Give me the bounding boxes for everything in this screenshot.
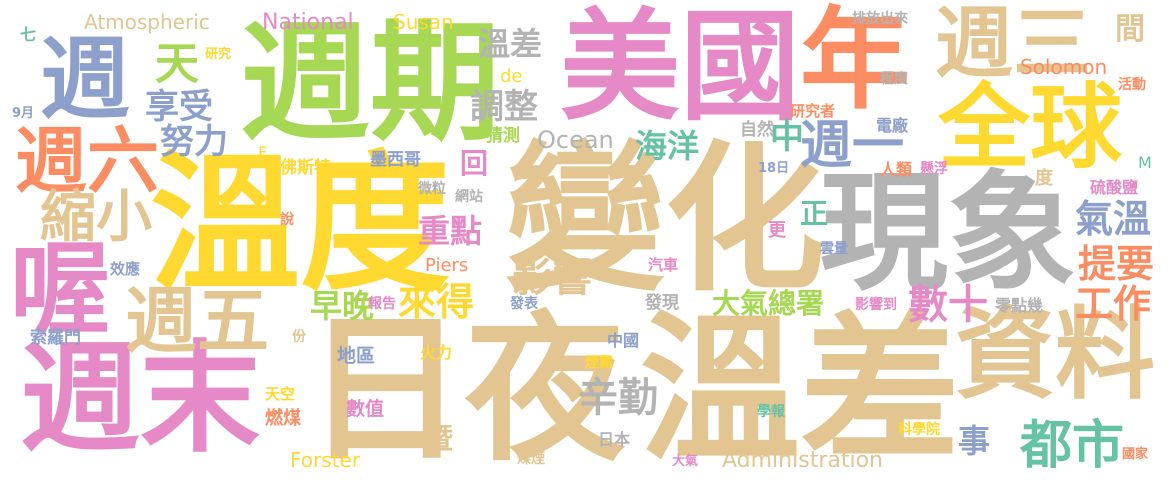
word-forster: Forster: [290, 448, 361, 472]
word-zhōuqī: 週期: [240, 7, 501, 159]
word-dù: 度: [1035, 168, 1053, 189]
word-atmospheric: Atmospheric: [84, 10, 210, 34]
word-hǎiyáng: 海洋: [635, 127, 700, 165]
word-láidé: 來得: [398, 280, 475, 324]
word-wēilì: 微粒: [418, 181, 446, 197]
word-9yuè: 9月: [12, 106, 35, 121]
word-zhōu: 週: [40, 27, 130, 132]
word-f: F: [258, 143, 268, 162]
word-xuánfú: 懸浮: [920, 161, 948, 177]
word-fósītè: 佛斯特: [280, 158, 331, 178]
word-shuō: 說: [280, 212, 294, 228]
word-piers: Piers: [425, 255, 469, 276]
word-quánqiú: 全球: [938, 74, 1123, 181]
word-fābiǎo: 發表: [510, 296, 538, 312]
word-qìwēn: 氣溫: [1075, 197, 1152, 241]
word-yánjiū: 研究: [205, 47, 232, 62]
word-national: National: [262, 10, 354, 35]
word-língdiǎnjǐ: 零點幾: [995, 296, 1044, 315]
word-diànchǎng: 電廠: [876, 116, 909, 135]
word-shùshí: 數十: [908, 282, 988, 328]
word-zhōumò: 週末: [20, 330, 260, 469]
word-solomon: Solomon: [1020, 55, 1108, 79]
word-bàogào: 報告: [368, 296, 396, 312]
word-dàqì: 大氣: [672, 454, 699, 469]
word-yánjiūzhě: 研究者: [790, 102, 836, 120]
word-18rì: 18日: [758, 161, 790, 176]
word-páifàngchūlái: 排放出來: [852, 11, 908, 27]
word-yǐngxiǎngdào: 影響到: [855, 297, 897, 313]
word-liúsuānyán: 硫酸鹽: [1090, 178, 1139, 197]
word-yānwù: 煙霧: [585, 355, 613, 371]
word-tiān: 天: [147, 40, 198, 84]
word-zhèng: 正: [800, 197, 829, 230]
word-wēnchā-small: 溫差: [478, 25, 543, 63]
word-xuébào: 學報: [757, 404, 785, 420]
word-qìchē: 汽車: [648, 256, 679, 274]
word-kēxuéyuàn: 科學院: [898, 422, 940, 438]
word-shùzhí: 數值: [346, 398, 385, 420]
word-suǒluómén: 索羅門: [30, 328, 81, 348]
word-m: M: [1138, 153, 1152, 172]
word-de: de: [500, 66, 523, 87]
word-ō: 喔: [10, 231, 110, 348]
word-yúnliàng: 雲量: [820, 241, 848, 257]
word-méiyān: 煤煙: [517, 451, 545, 467]
word-dūshì: 都市: [1020, 416, 1125, 476]
word-fèn: 份: [292, 329, 306, 345]
word-susan: Susan: [393, 10, 454, 34]
word-zīliào: 資料: [955, 296, 1155, 413]
word-xiǎngshòu: 享受: [145, 87, 213, 127]
word-nián: 年: [800, 0, 910, 124]
word-rénlèi: 人類: [880, 160, 913, 179]
word-zǎowǎn: 早晚: [310, 287, 375, 325]
word-rìyè: 日夜: [305, 296, 626, 482]
word-biànhuà: 變化: [505, 126, 826, 313]
word-ránméi: 燃煤: [265, 408, 301, 429]
word-administration: Administration: [722, 448, 883, 473]
word-shì: 事: [958, 422, 991, 460]
word-huí: 回: [460, 147, 489, 180]
word-jì: 暨: [425, 422, 454, 455]
word-huódòng: 活動: [1118, 77, 1146, 93]
word-xīnqín: 辛勤: [578, 375, 658, 421]
word-gōngzuò: 工作: [1075, 282, 1152, 326]
word-mòxīgē: 墨西哥: [370, 150, 421, 170]
word-huǒlì: 火力: [420, 343, 453, 362]
word-ocean: Ocean: [537, 126, 614, 154]
word-yǐngxiǎng: 影響: [512, 255, 592, 301]
word-zhōngguó: 中國: [607, 331, 640, 350]
word-gèng: 更: [768, 220, 786, 241]
word-guójiā: 國家: [1122, 447, 1149, 462]
word-dàqìzǒngshǔ: 大氣總署: [712, 287, 825, 320]
word-wēndù: 溫度: [150, 138, 451, 312]
word-fāxiàn: 發現: [645, 293, 679, 313]
word-zhōng: 中: [770, 117, 804, 157]
word-chéngdù: 程度: [880, 71, 908, 87]
word-suōxiǎo: 縮小: [40, 185, 152, 250]
word-zhōusān: 週三: [935, 0, 1092, 89]
word-nǔlì: 努力: [160, 122, 228, 162]
word-jiān: 間: [1115, 12, 1145, 47]
word-rìběn: 日本: [598, 430, 631, 449]
word-cāicè: 猜測: [486, 126, 520, 146]
word-dìqū: 地區: [337, 345, 376, 367]
word-zhōuyī: 週一: [800, 116, 905, 176]
word-zhòngdiǎn: 重點: [418, 212, 483, 250]
word-zìrán: 自然: [740, 120, 774, 140]
word-zhōuwǔ: 週五: [125, 279, 270, 363]
word-xiàoyìng: 效應: [110, 260, 141, 278]
word-měiguó: 美國: [560, 0, 800, 137]
word-wǎngzhàn: 網站: [455, 189, 483, 205]
word-wēnchā-large: 溫差: [640, 296, 961, 482]
word-qī: 七: [20, 25, 37, 44]
word-tiáozhěng: 調整: [470, 87, 538, 127]
word-zhōuliù: 週六: [15, 119, 160, 203]
word-tiānkōng: 天空: [265, 385, 296, 403]
word-xiànxiàng: 現象: [820, 159, 1077, 308]
word-tíyào: 提要: [1078, 242, 1155, 286]
